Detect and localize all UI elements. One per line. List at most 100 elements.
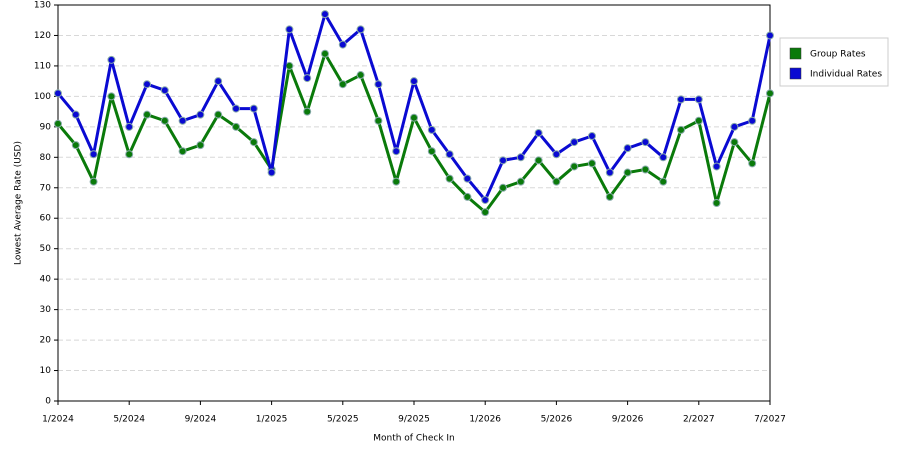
data-point — [481, 208, 490, 217]
data-point — [249, 138, 258, 147]
data-point — [712, 199, 721, 207]
data-point — [54, 89, 62, 98]
data-point — [427, 125, 436, 134]
data-point — [712, 162, 721, 171]
y-tick-label: 60 — [40, 214, 52, 224]
y-tick-label: 30 — [40, 305, 52, 315]
data-point — [71, 110, 80, 119]
data-point — [677, 125, 685, 134]
data-point — [143, 110, 151, 119]
data-point — [321, 10, 329, 19]
data-point — [481, 195, 490, 204]
data-point — [338, 80, 347, 89]
x-tick-label: 5/2025 — [327, 415, 359, 425]
data-point — [160, 86, 169, 95]
data-point — [178, 116, 187, 125]
data-point — [143, 80, 151, 89]
data-point — [516, 177, 525, 186]
data-point — [356, 25, 365, 34]
data-point — [534, 156, 543, 165]
x-tick-label: 1/2024 — [42, 415, 74, 425]
data-point — [321, 49, 329, 58]
data-point — [659, 153, 668, 162]
data-point — [356, 71, 365, 80]
data-point — [677, 95, 685, 104]
data-point — [641, 138, 650, 147]
data-point — [410, 77, 418, 86]
data-point — [641, 165, 650, 174]
legend-swatch — [789, 47, 802, 60]
legend-label: Individual Rates — [810, 70, 882, 80]
data-point — [588, 131, 596, 140]
data-point — [107, 55, 116, 64]
data-point — [392, 147, 401, 156]
y-tick-label: 130 — [34, 1, 51, 11]
data-point — [392, 177, 401, 186]
data-point — [588, 159, 596, 168]
data-point — [232, 122, 240, 131]
data-point — [766, 89, 774, 98]
data-point — [160, 116, 169, 125]
data-point — [659, 177, 668, 186]
data-point — [89, 177, 98, 186]
data-point — [427, 147, 436, 156]
x-tick-label: 5/2024 — [113, 415, 145, 425]
data-point — [267, 168, 276, 177]
data-point — [125, 150, 134, 159]
data-point — [445, 150, 454, 159]
x-axis-label: Month of Check In — [373, 434, 455, 444]
data-point — [748, 116, 757, 125]
data-point — [232, 104, 240, 113]
y-tick-label: 100 — [34, 92, 51, 102]
x-tick-label: 2/2027 — [683, 415, 715, 425]
data-point — [730, 138, 739, 147]
data-point — [570, 138, 579, 147]
data-point — [445, 174, 454, 183]
y-tick-label: 10 — [40, 366, 52, 376]
y-tick-label: 0 — [45, 397, 51, 407]
data-point — [285, 61, 294, 70]
data-point — [303, 107, 312, 116]
x-tick-label: 1/2026 — [469, 415, 501, 425]
data-point — [89, 150, 98, 159]
data-point — [54, 119, 62, 128]
x-tick-label: 5/2026 — [541, 415, 573, 425]
data-point — [516, 153, 525, 162]
data-point — [605, 192, 614, 201]
x-tick-label: 1/2025 — [256, 415, 288, 425]
data-point — [285, 25, 294, 34]
data-point — [338, 40, 347, 49]
legend-swatch — [789, 67, 802, 80]
data-point — [410, 113, 418, 122]
data-point — [178, 147, 187, 156]
data-point — [534, 128, 543, 137]
y-tick-label: 80 — [40, 153, 52, 163]
data-point — [249, 104, 258, 113]
data-point — [766, 31, 774, 40]
data-point — [125, 122, 134, 131]
data-point — [552, 177, 561, 186]
y-tick-label: 120 — [34, 31, 51, 41]
plot-area — [58, 5, 770, 401]
y-tick-label: 50 — [40, 244, 52, 254]
data-point — [463, 192, 472, 201]
data-point — [499, 156, 507, 165]
data-point — [570, 162, 579, 171]
y-tick-label: 110 — [34, 61, 51, 71]
data-point — [374, 80, 383, 89]
data-point — [71, 141, 80, 150]
y-axis-label: Lowest Average Rate (USD) — [14, 141, 24, 265]
data-point — [623, 144, 632, 153]
data-point — [694, 95, 703, 104]
data-point — [623, 168, 632, 177]
data-point — [605, 168, 614, 177]
data-point — [730, 122, 739, 131]
data-point — [107, 92, 116, 101]
data-point — [499, 183, 507, 192]
data-point — [748, 159, 757, 168]
y-tick-label: 70 — [40, 183, 52, 193]
y-tick-label: 40 — [40, 275, 52, 285]
y-tick-label: 90 — [40, 122, 52, 132]
